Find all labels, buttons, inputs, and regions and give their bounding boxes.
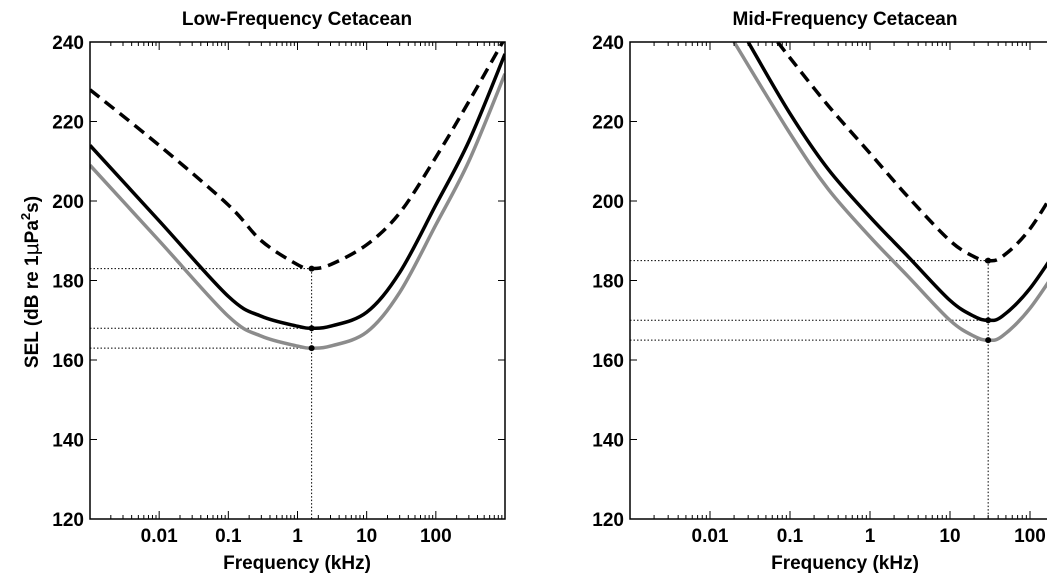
series-group [90, 42, 505, 350]
x-tick-labels: 0.01 0.1 1 10 100 [692, 526, 1046, 547]
x-tick-label: 0.01 [141, 526, 178, 547]
threshold-marker [985, 337, 992, 344]
ticks [89, 41, 505, 520]
x-tick-label: 10 [939, 526, 960, 547]
y-tick-label: 140 [592, 431, 624, 452]
series-line-1 [90, 53, 505, 331]
y-axis-label-part: Pa [22, 220, 43, 244]
series-line-0 [776, 42, 1047, 263]
y-tick-labels: 120 140 160 180 200 220 240 [592, 33, 624, 531]
y-tick-label: 180 [52, 272, 84, 293]
svg-text:SEL (dB re 1μPa2s): SEL (dB re 1μPa2s) [18, 196, 43, 368]
y-tick-label: 240 [52, 33, 84, 54]
y-axis-label-mu: μ [21, 243, 43, 255]
y-axis-label-superscript: 2 [18, 213, 33, 220]
reference-lines [630, 260, 989, 519]
x-tick-label: 0.1 [215, 526, 242, 547]
x-tick-label: 1 [292, 526, 303, 547]
y-tick-label: 200 [592, 192, 624, 213]
y-axis-label-part: SEL (dB re 1 [22, 255, 43, 368]
chart-title: Low-Frequency Cetacean [182, 9, 412, 30]
y-axis-label: SEL (dB re 1μPa2s) [18, 196, 43, 368]
reference-lines [90, 268, 313, 519]
y-tick-label: 120 [52, 510, 84, 531]
y-tick-label: 120 [592, 510, 624, 531]
plot-frame [629, 41, 1047, 520]
threshold-markers [985, 257, 992, 344]
x-tick-labels: 0.01 0.1 1 10 100 [141, 526, 452, 547]
series-group [732, 42, 1047, 343]
threshold-marker [308, 265, 315, 272]
x-tick-label: 100 [420, 526, 452, 547]
threshold-marker [985, 317, 992, 324]
threshold-marker [308, 325, 315, 332]
series-line-2 [90, 73, 505, 350]
y-tick-label: 180 [592, 272, 624, 293]
threshold-markers [308, 265, 315, 352]
y-tick-labels: 120 140 160 180 200 220 240 [52, 33, 84, 531]
y-axis-label-part: s) [22, 196, 43, 213]
x-tick-label: 0.1 [777, 526, 804, 547]
x-tick-label: 100 [1014, 526, 1046, 547]
y-tick-label: 160 [52, 351, 84, 372]
series-line-2 [732, 42, 1047, 343]
threshold-marker [308, 345, 315, 352]
ticks [629, 41, 1031, 520]
x-axis-label: Frequency (kHz) [223, 553, 371, 574]
x-tick-label: 1 [865, 526, 876, 547]
y-tick-label: 200 [52, 192, 84, 213]
series-line-1 [746, 42, 1047, 323]
y-tick-label: 140 [52, 431, 84, 452]
series-line-0 [90, 42, 505, 271]
chart-title: Mid-Frequency Cetacean [733, 9, 958, 30]
y-tick-label: 220 [592, 113, 624, 134]
y-tick-label: 220 [52, 113, 84, 134]
x-tick-label: 10 [356, 526, 377, 547]
plot-frame [89, 41, 506, 520]
x-tick-label: 0.01 [692, 526, 729, 547]
y-tick-label: 160 [592, 351, 624, 372]
chart-panel-mid-frequency: Mid-Frequency Cetacean Frequency (kHz) 1… [592, 9, 1047, 574]
threshold-marker [985, 257, 992, 264]
chart-panel-low-frequency: Low-Frequency Cetacean Frequency (kHz) S… [18, 9, 506, 574]
y-tick-label: 240 [592, 33, 624, 54]
x-axis-label: Frequency (kHz) [771, 553, 919, 574]
